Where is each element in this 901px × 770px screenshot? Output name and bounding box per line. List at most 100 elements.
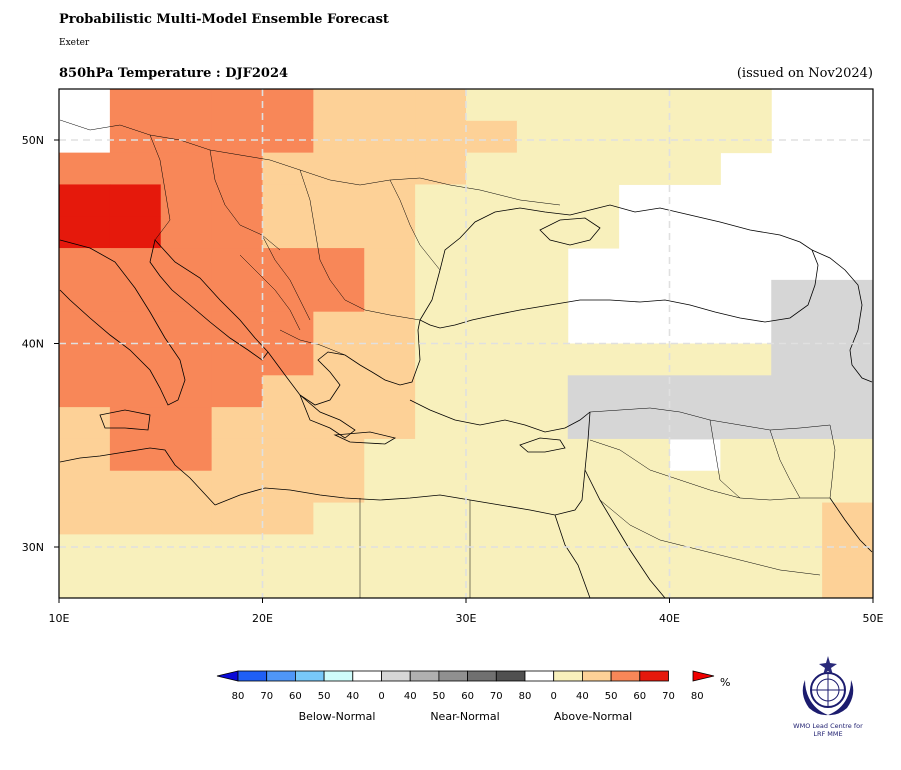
probability-cell xyxy=(59,343,111,376)
probability-cell xyxy=(516,375,569,408)
probability-cell xyxy=(771,438,823,472)
colorbar-number: 0 xyxy=(378,691,384,702)
probability-cell xyxy=(771,534,823,567)
probability-cell xyxy=(771,566,823,599)
probability-cell xyxy=(211,566,263,599)
y-tick-labels: 30N 40N 50N xyxy=(22,134,44,554)
probability-cell xyxy=(211,120,263,154)
probability-cell xyxy=(771,502,823,535)
probability-cell xyxy=(160,438,213,472)
probability-cell xyxy=(160,184,213,217)
below-normal-label: Below-Normal xyxy=(299,710,376,723)
colorbar-box xyxy=(467,670,497,682)
probability-cell xyxy=(313,120,365,154)
probability-cell xyxy=(415,566,467,599)
probability-cell xyxy=(313,470,365,504)
probability-cell xyxy=(720,375,772,408)
probability-cell xyxy=(313,343,365,376)
x-tick-label: 40E xyxy=(659,612,680,625)
probability-cell xyxy=(59,438,111,472)
probability-cell xyxy=(262,407,314,440)
probability-cell xyxy=(466,120,518,154)
probability-cell xyxy=(364,343,416,376)
probability-cell xyxy=(669,343,721,376)
probability-cell xyxy=(109,89,162,122)
probability-cell xyxy=(364,152,416,185)
probability-cell xyxy=(516,152,569,185)
probability-cell xyxy=(211,534,263,567)
probability-cell xyxy=(313,152,365,185)
probability-cell xyxy=(109,343,162,376)
colorbar-boxes xyxy=(237,670,669,682)
probability-cell xyxy=(313,438,365,472)
probability-cell xyxy=(415,152,467,185)
probability-cell xyxy=(262,375,314,408)
probability-cell xyxy=(109,248,162,281)
probability-cell xyxy=(211,470,263,504)
probability-cell xyxy=(59,248,111,281)
x-tick-label: 50E xyxy=(863,612,884,625)
probability-cell xyxy=(313,311,365,344)
probability-cell xyxy=(262,502,314,535)
probability-cell xyxy=(109,311,162,344)
probability-cell xyxy=(618,120,670,154)
probability-cell xyxy=(109,470,162,504)
probability-cell xyxy=(160,152,213,185)
probability-cell xyxy=(262,216,314,249)
probability-cell xyxy=(516,534,569,567)
probability-cell xyxy=(59,152,111,185)
probability-cell xyxy=(313,502,365,535)
probability-cell xyxy=(59,311,111,344)
probability-cell xyxy=(466,470,518,504)
probability-cell xyxy=(262,534,314,567)
colorbar-box xyxy=(323,670,354,682)
probability-cell xyxy=(466,534,518,567)
colorbar-number: 50 xyxy=(433,691,446,702)
probability-cell xyxy=(262,343,314,376)
colorbar-number: 50 xyxy=(318,691,331,702)
probability-cell xyxy=(466,152,518,185)
probability-cell xyxy=(720,566,772,599)
probability-cell xyxy=(160,407,213,440)
probability-cell xyxy=(720,407,772,440)
probability-cell xyxy=(516,311,569,344)
probability-cell xyxy=(262,120,314,154)
probability-cell xyxy=(669,120,721,154)
probability-cell xyxy=(211,248,263,281)
probability-cell xyxy=(364,248,416,281)
probability-cell xyxy=(822,407,874,440)
probability-cell xyxy=(567,407,620,440)
x-tick-label: 10E xyxy=(49,612,70,625)
probability-cell xyxy=(109,534,162,567)
probability-cell xyxy=(618,502,670,535)
probability-cell xyxy=(415,89,467,122)
probability-cell xyxy=(771,343,823,376)
colorbar-box xyxy=(352,670,382,682)
probability-cell xyxy=(567,184,620,217)
near-normal-label: Near-Normal xyxy=(430,710,499,723)
lat-lon-grid xyxy=(59,89,873,598)
probability-cell xyxy=(364,120,416,154)
colorbar-box xyxy=(524,670,555,682)
logo-line2: LRF MME xyxy=(813,730,842,738)
probability-cell xyxy=(618,407,670,440)
x-tick-label: 20E xyxy=(252,612,273,625)
probability-cell xyxy=(567,438,620,472)
probability-cell xyxy=(364,279,416,313)
probability-cell xyxy=(109,216,162,249)
probability-cell xyxy=(59,407,111,440)
probability-cell xyxy=(466,502,518,535)
probability-cell xyxy=(211,438,263,472)
probability-cell xyxy=(415,407,467,440)
probability-cell xyxy=(669,152,721,185)
probability-cell xyxy=(466,311,518,344)
probability-cell xyxy=(262,89,314,122)
probability-cell xyxy=(160,216,213,249)
probability-cell xyxy=(160,279,213,313)
probability-cell xyxy=(771,407,823,440)
probability-cell xyxy=(109,502,162,535)
probability-cell xyxy=(618,375,670,408)
probability-cell xyxy=(364,311,416,344)
probability-cell xyxy=(313,184,365,217)
